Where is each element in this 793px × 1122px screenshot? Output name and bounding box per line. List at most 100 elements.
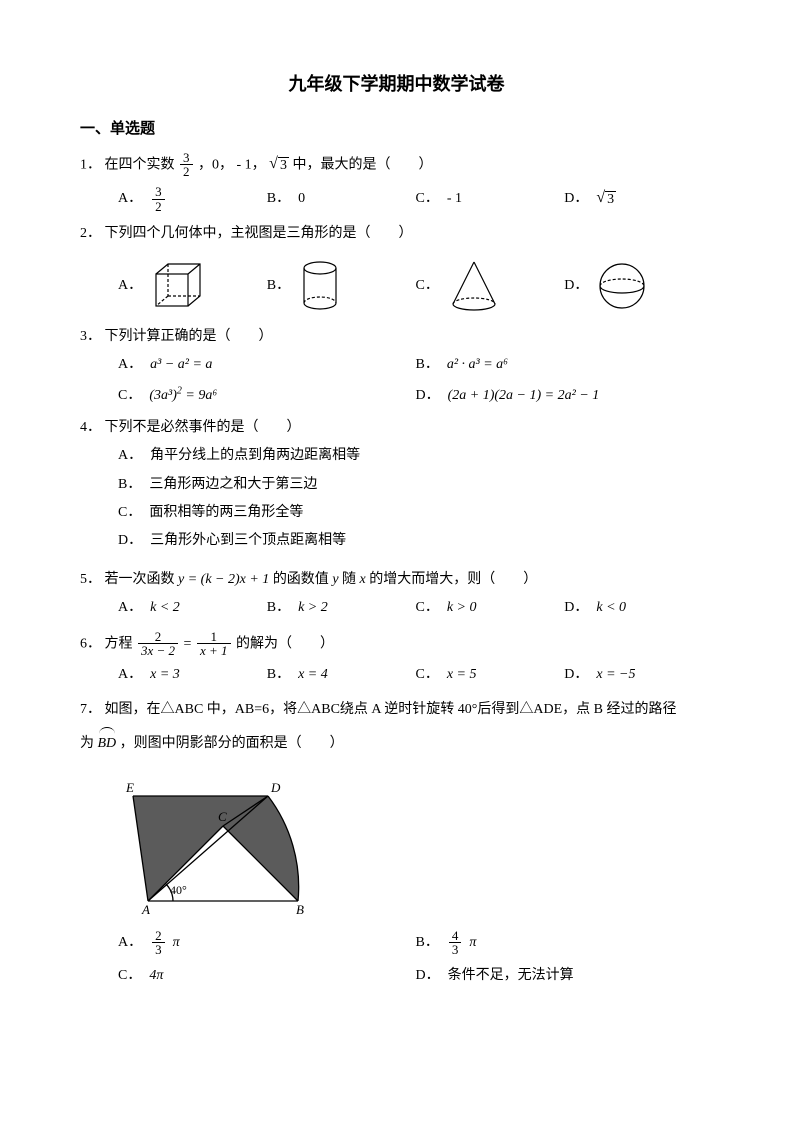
q7-a: 如图，在△ABC 中，AB=6，将△ABC绕点 A 逆时针旋转 40°后得到△A… [105,702,677,717]
lbl-A: A [141,902,150,916]
q3-opt-d: D． (2a + 1)(2a − 1) = 2a² − 1 [416,385,714,407]
q5-a: 若一次函数 [105,572,179,587]
q4-opt-c: C． 面积相等的两三角形全等 [118,502,713,524]
q7B-frac: 4 3 [449,929,462,957]
cylinder-icon [298,259,342,313]
q3-options-2: C． (3a³)2 = 9a⁶ D． (2a + 1)(2a − 1) = 2a… [118,385,713,407]
q2-num: 2． [80,226,101,241]
question-7: 7． 如图，在△ABC 中，AB=6，将△ABC绕点 A 逆时针旋转 40°后得… [80,696,713,987]
q1-optC-label: C． [416,188,439,210]
q7-opt-d: D． 条件不足，无法计算 [416,965,714,987]
q7B-d: 3 [449,943,462,957]
q7-opt-b: B． 4 3 π [416,929,714,957]
question-2: 2． 下列四个几何体中，主视图是三角形的是（ ） A． B． [80,223,713,313]
q7A-n: 2 [152,929,165,944]
q6-opt-a: A．x = 3 [118,664,267,686]
q7C-l: C． [118,965,141,987]
q3-optA-label: A． [118,354,142,376]
q5-d: 的增大而增大，则（ ） [369,572,537,587]
q6D-t: x = −5 [596,664,635,686]
q5-y: y [332,572,338,587]
q4-num: 4． [80,420,101,435]
question-1: 1． 在四个实数 3 2 ，0， - 1， √3 中，最大的是（ ） A． 3 … [80,151,713,214]
q2-stem-text: 下列四个几何体中，主视图是三角形的是（ ） [105,226,413,241]
q5-expr: y = (k − 2)x + 1 [178,572,269,587]
q1-optA-num: 3 [152,185,165,200]
q5-opt-b: B． k > 2 [267,597,416,619]
q7B-pi: π [469,932,476,954]
q2-stem: 2． 下列四个几何体中，主视图是三角形的是（ ） [80,223,713,245]
q3-stem: 3． 下列计算正确的是（ ） [80,326,713,348]
q5C-t: k > 0 [447,597,477,619]
q4C-t: 面积相等的两三角形全等 [149,502,303,524]
q4C-l: C． [118,502,141,524]
q1-optB-text: 0 [298,188,305,210]
question-4: 4． 下列不是必然事件的是（ ） A．角平分线上的点到角两边距离相等 B．三角形… [80,417,713,559]
q7-figure: E D C A B 40° [118,766,713,924]
q2-opt-b: B． [267,258,416,314]
q3-options-1: A． a³ − a² = a B． a² · a³ = a⁶ [118,354,713,376]
rotation-diagram-icon: E D C A B 40° [118,766,348,916]
q1-opt-b: B． 0 [267,185,416,213]
q7D-t: 条件不足，无法计算 [448,965,574,987]
q7A-pi: π [173,932,180,954]
question-5: 5． 若一次函数 y = (k − 2)x + 1 的函数值 y 随 x 的增大… [80,569,713,620]
q5-b: 的函数值 [273,572,333,587]
q5B-l: B． [267,597,290,619]
question-3: 3． 下列计算正确的是（ ） A． a³ − a² = a B． a² · a³… [80,326,713,407]
q1-options: A． 3 2 B． 0 C． - 1 D． √3 [118,185,713,213]
q7B-l: B． [416,932,439,954]
q5-stem: 5． 若一次函数 y = (k − 2)x + 1 的函数值 y 随 x 的增大… [80,569,713,591]
q4D-l: D． [118,530,142,552]
q6-opt-d: D． x = −5 [564,664,713,686]
q1-stem: 1． 在四个实数 3 2 ，0， - 1， √3 中，最大的是（ ） [80,151,713,179]
q5-c: 随 [342,572,360,587]
q4-stem-text: 下列不是必然事件的是（ ） [105,420,301,435]
q7A-l: A． [118,932,142,954]
q3-optC-label: C． [118,385,141,407]
q5B-t: k > 2 [298,597,328,619]
q7A-d: 3 [152,943,165,957]
q5D-t: k < 0 [596,597,626,619]
q1-opt-d: D． √3 [564,185,713,213]
q3-optC-post: = 9a⁶ [182,388,217,403]
q7-num: 7． [80,702,101,717]
q5-x: x [360,572,366,587]
q7A-frac: 2 3 [152,929,165,957]
q7-opt-c: C． 4π [118,965,416,987]
q3-opt-b: B． a² · a³ = a⁶ [416,354,714,376]
q1-optD-label: D． [564,188,588,210]
q6-lhs-d: 3x − 2 [138,644,178,658]
q5A-t: k < 2 [150,597,180,619]
q1-opt-c: C． - 1 [416,185,565,213]
q1-stem-a: 在四个实数 [105,157,175,172]
q3-optC-pre: (3a³) [149,388,177,403]
q6C-l: C． [416,664,439,686]
sphere-icon [596,260,648,312]
lbl-angle: 40° [170,883,187,897]
q6C-t: x = 5 [447,664,477,686]
q1-frac-den: 2 [180,165,193,179]
lbl-B: B [296,902,304,916]
cone-icon [447,258,501,314]
q6-rhs: 1 x + 1 [197,630,231,658]
q2-opt-c: C． [416,258,565,314]
q1-optA-den: 2 [152,200,165,214]
q7-opt-a: A． 2 3 π [118,929,416,957]
q1-stem-b: ，0， - 1， [198,157,266,172]
q1-optC-text: - 1 [447,188,462,210]
lbl-E: E [125,780,134,795]
q7C-t: 4π [149,965,163,987]
q4-opt-b: B．三角形两边之和大于第三边 [118,474,713,496]
q3-opt-a: A． a³ − a² = a [118,354,416,376]
q3-optD-label: D． [416,385,440,407]
q1-optD-sqrt: √3 [596,190,616,209]
q6-stem: 6． 方程 2 3x − 2 = 1 x + 1 的解为（ ） [80,630,713,658]
q5-options: A．k < 2 B．k > 2 C．k > 0 D．k < 0 [118,597,713,619]
q2-optC-label: C． [416,275,439,297]
q6D-l: D． [564,664,588,686]
section-heading-1: 一、单选题 [80,117,713,141]
q5-opt-d: D．k < 0 [564,597,713,619]
lbl-C: C [218,809,227,824]
q5C-l: C． [416,597,439,619]
